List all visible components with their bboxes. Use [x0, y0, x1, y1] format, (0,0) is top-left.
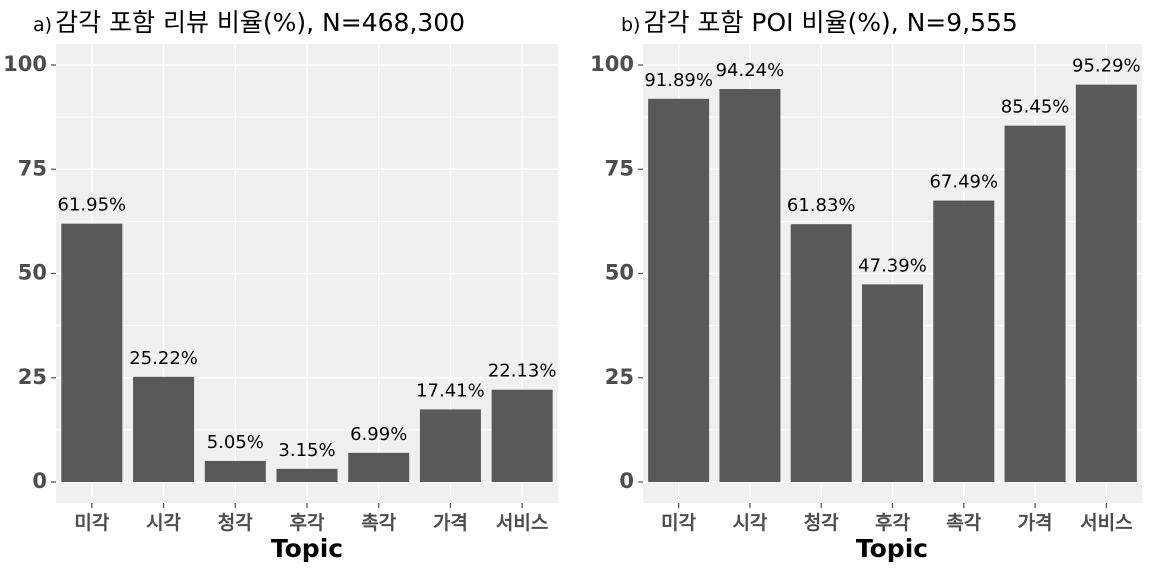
chart-a-x-tick-label: 미각: [74, 512, 109, 534]
chart-a-bar: [61, 223, 123, 482]
chart-b-data-label: 47.39%: [858, 255, 927, 276]
chart-a-x-tick-label: 서비스: [496, 512, 548, 534]
chart-b-data-label: 85.45%: [1001, 97, 1070, 118]
chart-b-x-tick-label: 가격: [1018, 512, 1053, 534]
chart-a-bar: [204, 460, 266, 482]
chart-a-x-axis: 미각 시각 청각 후각 촉각 가격 서비스: [74, 503, 548, 534]
chart-b-x-axis: 미각 시각 청각 후각 촉각 가격 서비스: [661, 503, 1133, 534]
chart-b-x-tick-label: 촉각: [946, 512, 981, 534]
chart-b-y-tick-label: 75: [605, 156, 634, 180]
chart-a-data-label: 22.13%: [488, 361, 557, 382]
chart-b-bar: [862, 284, 923, 482]
chart-a-data-label: 5.05%: [207, 432, 264, 453]
chart-b-title-prefix: b): [621, 14, 640, 36]
chart-a-data-label: 6.99%: [350, 424, 407, 445]
chart-a-bar: [276, 468, 338, 482]
chart-b-y-tick-label: 0: [619, 469, 634, 493]
chart-b: b) 감각 포함 POI 비율(%), N=9,555 91.89% 94.24% 6…: [590, 8, 1142, 563]
chart-a-title: a) 감각 포함 리뷰 비율(%), N=468,300: [33, 8, 465, 37]
chart-b-bar: [1004, 125, 1066, 483]
chart-b-data-label: 61.83%: [787, 195, 856, 216]
chart-b-x-axis-title: Topic: [856, 534, 928, 563]
chart-b-bars: [648, 84, 1137, 483]
chart-a-bar: [419, 409, 481, 482]
chart-b-data-labels: 91.89% 94.24% 61.83% 47.39% 67.49% 85.45%95.2…: [644, 56, 1140, 277]
chart-a-y-tick-label: 25: [18, 365, 47, 389]
chart-a-data-label: 61.95%: [58, 195, 127, 216]
chart-a-data-labels: 61.95% 25.22% 5.05% 3.15% 6.99% 17.41%22.13%: [58, 195, 557, 461]
chart-a-data-label: 25.22%: [129, 348, 198, 369]
chart-a-bars: [61, 223, 553, 482]
chart-a-data-label: 3.15%: [278, 440, 335, 461]
chart-a-y-tick-label: 0: [32, 469, 47, 493]
chart-b-x-tick-label: 후각: [875, 512, 910, 534]
chart-a-bar: [133, 376, 195, 482]
chart-b-x-tick-label: 서비스: [1080, 512, 1132, 534]
chart-b-title: b) 감각 포함 POI 비율(%), N=9,555: [621, 8, 1018, 37]
chart-b-bar: [933, 200, 995, 482]
chart-a-x-axis-title: Topic: [271, 534, 343, 563]
chart-b-y-tick-label: 100: [590, 52, 634, 76]
chart-a-bar: [348, 452, 410, 482]
chart-a-y-tick-label: 100: [3, 52, 47, 76]
chart-a-x-tick-label: 청각: [218, 512, 253, 534]
chart-b-data-label: 67.49%: [929, 172, 998, 193]
chart-b-data-label: 91.89%: [644, 70, 713, 91]
chart-b-bar: [648, 98, 710, 483]
chart-a-x-tick-label: 후각: [290, 512, 325, 534]
chart-b-title-main: 감각 포함 POI 비율(%), N=9,555: [643, 8, 1017, 37]
chart-a-title-prefix: a): [33, 14, 52, 36]
chart-b-data-label: 95.29%: [1072, 56, 1141, 77]
chart-a-bar: [491, 389, 553, 482]
chart-a-y-tick-label: 50: [18, 261, 47, 285]
chart-b-bar: [790, 224, 852, 483]
chart-a-x-tick-label: 촉각: [361, 512, 396, 534]
chart-b-x-tick-label: 미각: [661, 512, 696, 534]
chart-b-bar: [719, 89, 781, 483]
chart-b-x-tick-label: 시각: [732, 512, 767, 534]
chart-a-x-tick-label: 시각: [146, 512, 181, 534]
chart-b-data-label: 94.24%: [716, 60, 785, 81]
chart-a-data-label: 17.41%: [416, 380, 485, 401]
chart-a-x-tick-label: 가격: [433, 512, 468, 534]
chart-b-x-tick-label: 청각: [804, 512, 839, 534]
chart-a-y-tick-label: 75: [18, 156, 47, 180]
chart-a-y-axis: 0 25 50 75 100: [3, 52, 56, 493]
chart-b-y-tick-label: 50: [605, 261, 634, 285]
chart-a-title-main: 감각 포함 리뷰 비율(%), N=468,300: [55, 8, 465, 37]
chart-b-bar: [1075, 84, 1137, 483]
chart-b-y-tick-label: 25: [605, 365, 634, 389]
chart-b-y-axis: 0 25 50 75 100: [590, 52, 643, 493]
chart-a: a) 감각 포함 리뷰 비율(%), N=468,300 61.95% 25.22%…: [3, 8, 558, 563]
